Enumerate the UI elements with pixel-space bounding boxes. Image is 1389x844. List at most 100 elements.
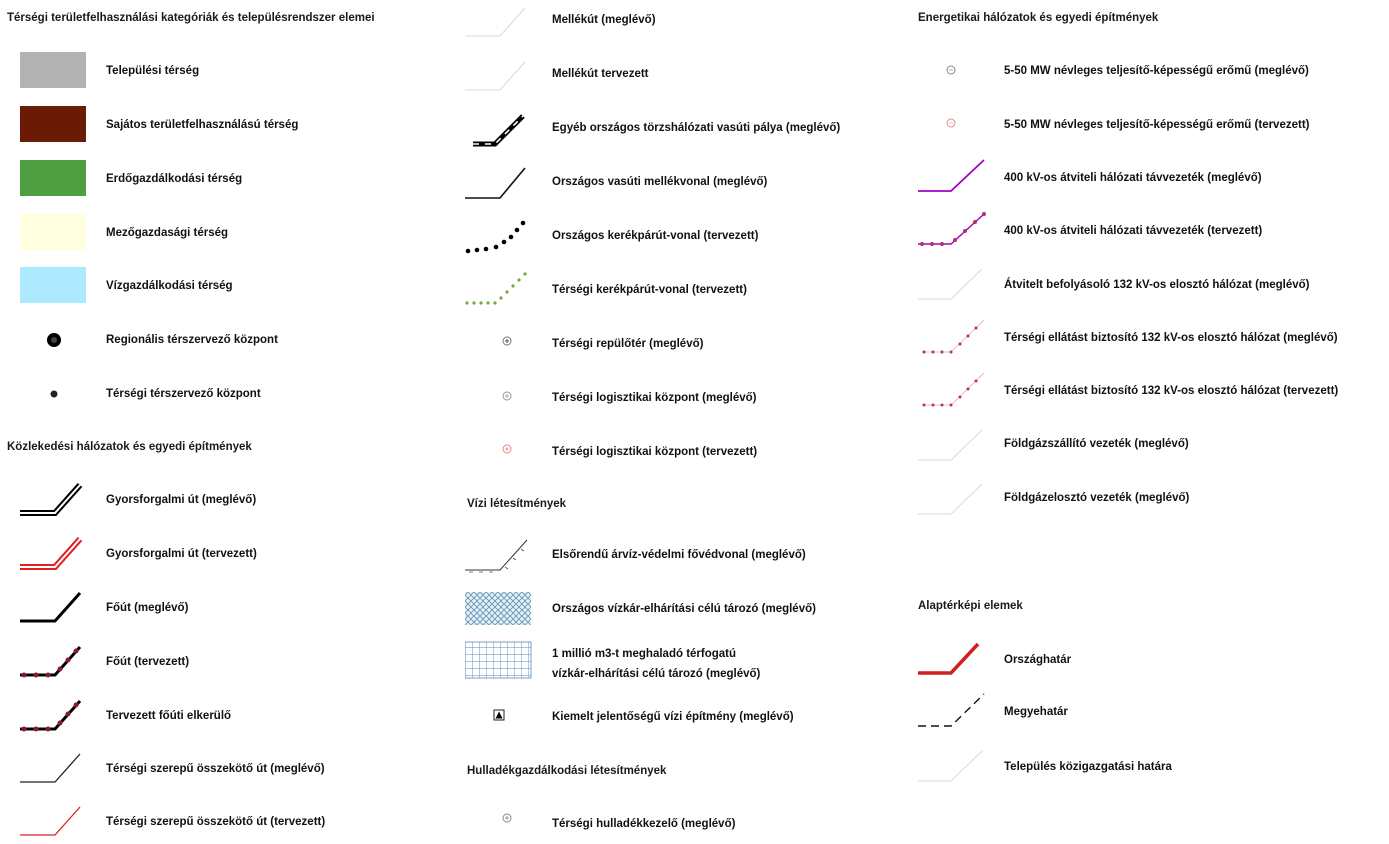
faint-line-icon	[918, 265, 998, 305]
legend-item-vizi-epitmeny: Kiemelt jelentőségű vízi építmény (meglé…	[465, 697, 905, 737]
legend-label: Főút (meglévő)	[106, 602, 189, 614]
yellow-swatch-icon	[20, 214, 86, 250]
power-plant-planned-icon	[918, 105, 998, 145]
railway-line-icon	[465, 162, 545, 202]
legend-label: Települési térség	[106, 65, 200, 77]
legend-label: Elsőrendű árvíz-védelmi fővédvonal (megl…	[552, 549, 806, 561]
legend-item-tarozo-orszagos: Országos vízkár-elhárítási célú tározó (…	[465, 589, 905, 629]
legend-label-multiline: 1 millió m3-t meghaladó térfogatú vízkár…	[552, 644, 760, 684]
section-heading-energy: Energetikai hálózatok és egyedi építmény…	[918, 12, 1159, 24]
faint-line-icon	[465, 54, 545, 94]
magenta-line-icon	[918, 158, 998, 198]
legend-label: Térségi szerepű összekötő út (meglévő)	[106, 763, 325, 775]
legend-item-mellekut-meglevo: Mellékút (meglévő)	[465, 0, 905, 40]
legend-label: Gyorsforgalmi út (tervezett)	[106, 548, 257, 560]
legend-label: Regionális térszervező központ	[106, 334, 278, 346]
faint-line-icon	[918, 478, 998, 518]
pink-dotted-line-icon	[918, 371, 998, 411]
legend-label: Egyéb országos törzshálózati vasúti pály…	[552, 122, 841, 134]
legend-label: Sajátos területfelhasználású térség	[106, 119, 299, 131]
legend-item-logisztika-meglevo: Térségi logisztikai központ (meglévő)	[465, 378, 905, 418]
legend-label: Átvitelt befolyásoló 132 kV-os elosztó h…	[1004, 279, 1310, 291]
section-heading-waste: Hulladékgazdálkodási létesítmények	[467, 765, 667, 777]
logistics-center-icon	[465, 378, 545, 418]
legend-label: Térségi szerepű összekötő út (tervezett)	[106, 816, 326, 828]
legend-label: Vízgazdálkodási térség	[106, 280, 233, 292]
flood-dike-icon	[465, 535, 545, 575]
cyan-swatch-icon	[20, 267, 86, 303]
railway-main-icon	[465, 108, 545, 148]
legend-item-hulladek: Térségi hulladékkezelő (meglévő)	[465, 804, 905, 844]
section-heading-transport: Közlekedési hálózatok és egyedi építmény…	[7, 441, 252, 453]
legend-item-132kv-ellatas-tervezett: Térségi ellátást biztosító 132 kV-os elo…	[918, 371, 1388, 411]
logistics-center-planned-icon	[465, 432, 545, 472]
thick-line-black-icon	[20, 588, 100, 628]
dotted-green-line-icon	[465, 270, 545, 310]
legend-label: Országos kerékpárút-vonal (tervezett)	[552, 230, 759, 242]
legend-item-local-center: Térségi térszervező központ	[20, 374, 440, 414]
legend-label-line1: 1 millió m3-t meghaladó térfogatú	[552, 648, 737, 660]
legend-item-eromu-meglevo: 5-50 MW névleges teljesítő-képességű erő…	[918, 51, 1388, 91]
legend-item-vasut-mellek: Országos vasúti mellékvonal (meglévő)	[465, 162, 905, 202]
crosshatch-icon	[465, 589, 545, 629]
green-swatch-icon	[20, 160, 86, 196]
legend-item-sajatos: Sajátos területfelhasználású térség	[20, 105, 440, 145]
legend-item-osszekoto-tervezett: Térségi szerepű összekötő út (tervezett)	[20, 802, 440, 842]
legend-item-132kv-atvitel: Átvitelt befolyásoló 132 kV-os elosztó h…	[918, 265, 1388, 305]
legend-item-foldgazeloszto: Földgázelosztó vezeték (meglévő)	[918, 478, 1388, 518]
legend-item-elkerulo: Tervezett főúti elkerülő	[20, 696, 440, 736]
legend-label-line2: vízkár-elhárítási célú tározó (meglévő)	[552, 668, 761, 680]
legend-label: Térségi repülőtér (meglévő)	[552, 338, 704, 350]
legend-item-kerekpar-orszagos: Országos kerékpárút-vonal (tervezett)	[465, 216, 905, 256]
faint-line-icon	[918, 424, 998, 464]
legend-label: Térségi logisztikai központ (meglévő)	[552, 392, 757, 404]
faint-line-icon	[918, 747, 998, 787]
legend-label: Település közigazgatási határa	[1004, 761, 1172, 773]
legend-item-gyorsforgalmi-tervezett: Gyorsforgalmi út (tervezett)	[20, 534, 440, 574]
grid-pattern-icon	[465, 640, 545, 684]
legend-label: Megyehatár	[1004, 706, 1068, 718]
section-heading-base-map: Alaptérképi elemek	[918, 600, 1023, 612]
power-plant-icon	[918, 51, 998, 91]
legend-label: Erdőgazdálkodási térség	[106, 173, 243, 185]
dotted-thick-line-icon	[20, 642, 100, 682]
legend-item-eromu-tervezett: 5-50 MW névleges teljesítő-képességű erő…	[918, 105, 1388, 145]
legend-item-osszekoto-meglevo: Térségi szerepű összekötő út (meglévő)	[20, 749, 440, 789]
legend-item-132kv-ellatas-meglevo: Térségi ellátást biztosító 132 kV-os elo…	[918, 318, 1388, 358]
legend-label: Térségi ellátást biztosító 132 kV-os elo…	[1004, 332, 1338, 344]
legend-item-mezogazdasagi: Mezőgazdasági térség	[20, 213, 440, 253]
small-dot-icon	[20, 374, 100, 414]
magenta-dotted-line-icon	[918, 211, 998, 251]
large-dot-icon	[20, 320, 100, 360]
legend-label: 400 kV-os átviteli hálózati távvezeték (…	[1004, 172, 1262, 184]
legend-label: Kiemelt jelentőségű vízi építmény (meglé…	[552, 711, 794, 723]
legend-label: Országos vízkár-elhárítási célú tározó (…	[552, 603, 816, 615]
legend-item-telepulesi: Települési térség	[20, 51, 440, 91]
legend-item-regional-center: Regionális térszervező központ	[20, 320, 440, 360]
faint-line-icon	[465, 0, 545, 40]
legend-item-viz: Vízgazdálkodási térség	[20, 266, 440, 306]
legend-item-400kv-tervezett: 400 kV-os átviteli hálózati távvezeték (…	[918, 211, 1388, 251]
double-line-red-icon	[20, 534, 100, 574]
waste-facility-icon	[465, 804, 545, 844]
legend-item-400kv-meglevo: 400 kV-os átviteli hálózati távvezeték (…	[918, 158, 1388, 198]
double-line-black-icon	[20, 480, 100, 520]
legend-label: 400 kV-os átviteli hálózati távvezeték (…	[1004, 225, 1263, 237]
legend-label: Gyorsforgalmi út (meglévő)	[106, 494, 257, 506]
legend-item-erdo: Erdőgazdálkodási térség	[20, 159, 440, 199]
legend-label: Földgázelosztó vezeték (meglévő)	[1004, 492, 1190, 504]
legend-item-fout-tervezett: Főút (tervezett)	[20, 642, 440, 682]
dashed-line-icon	[918, 692, 998, 732]
legend-label: Térségi térszervező központ	[106, 388, 261, 400]
airport-icon	[465, 324, 545, 364]
thin-line-black-icon	[20, 749, 100, 789]
legend-label: Térségi ellátást biztosító 132 kV-os elo…	[1004, 385, 1339, 397]
dotted-black-line-icon	[465, 216, 545, 256]
red-thick-line-icon	[918, 640, 998, 680]
legend-label: Térségi hulladékkezelő (meglévő)	[552, 818, 736, 830]
legend-label: Országos vasúti mellékvonal (meglévő)	[552, 176, 768, 188]
legend-item-kerekpar-tersegi: Térségi kerékpárút-vonal (tervezett)	[465, 270, 905, 310]
legend-item-repuloter: Térségi repülőtér (meglévő)	[465, 324, 905, 364]
section-heading-land-use: Térségi területfelhasználási kategóriák …	[7, 12, 375, 24]
legend-label: Földgázszállító vezeték (meglévő)	[1004, 438, 1189, 450]
